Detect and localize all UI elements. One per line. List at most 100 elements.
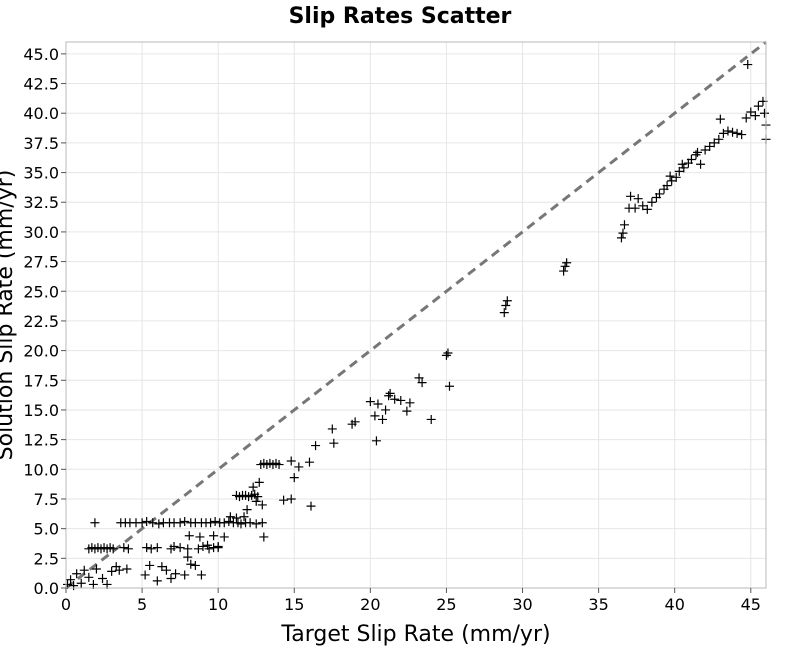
data-point [700, 145, 710, 155]
data-point [193, 544, 203, 554]
data-point [180, 517, 190, 527]
data-point [140, 570, 150, 580]
data-point [236, 519, 246, 529]
data-point [502, 296, 512, 306]
data-point [562, 258, 572, 268]
data-point [196, 570, 206, 580]
data-point [365, 397, 375, 407]
data-point [122, 564, 132, 574]
data-point [198, 541, 208, 551]
data-point [715, 114, 725, 124]
data-point [662, 181, 672, 191]
data-point [759, 108, 769, 118]
y-tick-label: 30.0 [23, 223, 59, 242]
y-tick-label: 20.0 [23, 342, 59, 361]
data-point [259, 532, 269, 542]
y-tick-label: 0.0 [34, 579, 59, 598]
data-point [107, 566, 117, 576]
data-point [225, 512, 235, 522]
data-point [371, 436, 381, 446]
data-point [633, 194, 643, 204]
data-point [686, 155, 696, 165]
data-point [254, 477, 264, 487]
data-point [84, 572, 94, 582]
data-point [630, 203, 640, 213]
data-point [239, 512, 249, 522]
data-point [443, 348, 453, 358]
x-tick-label: 35 [588, 595, 608, 614]
data-point [381, 405, 391, 415]
data-point [279, 495, 289, 505]
data-point [667, 176, 677, 186]
data-point [231, 513, 241, 523]
data-point [148, 518, 158, 528]
x-tick-label: 15 [284, 595, 304, 614]
y-tick-label: 27.5 [23, 253, 59, 272]
chart-title: Slip Rates Scatter [289, 4, 512, 29]
data-point [311, 441, 321, 451]
data-point [499, 308, 509, 318]
data-point [142, 517, 152, 527]
y-tick-label: 5.0 [34, 520, 59, 539]
y-tick-label: 7.5 [34, 490, 59, 509]
plot-border [65, 41, 767, 589]
data-point [444, 381, 454, 391]
data-point [90, 518, 100, 528]
data-point [166, 574, 176, 584]
data-point [171, 569, 181, 579]
data-point [145, 560, 155, 570]
data-point [152, 543, 162, 553]
data-point [665, 171, 675, 181]
x-tick-label: 25 [436, 595, 456, 614]
x-tick-label: 40 [665, 595, 685, 614]
data-point [671, 172, 681, 182]
data-point [753, 101, 763, 111]
data-point [119, 543, 129, 553]
y-axis-label: Solution Slip Rate (mm/yr) [0, 170, 18, 461]
data-point [728, 127, 738, 137]
data-point [257, 500, 267, 510]
data-point [693, 147, 703, 157]
y-tick-label: 10.0 [23, 460, 59, 479]
data-point [251, 496, 261, 506]
data-point [209, 531, 219, 541]
data-point [327, 424, 337, 434]
data-point [180, 570, 190, 580]
data-point [414, 373, 424, 383]
data-point [616, 233, 626, 243]
data-point [142, 543, 152, 553]
data-point [746, 107, 756, 117]
data-point [248, 482, 258, 492]
x-tick-label: 45 [741, 595, 761, 614]
x-tick-label: 30 [512, 595, 532, 614]
data-point [396, 395, 406, 405]
data-point [253, 492, 263, 502]
data-point [696, 159, 706, 169]
data-point [286, 456, 296, 466]
data-point [642, 204, 652, 214]
data-point [714, 134, 724, 144]
data-point [102, 579, 112, 589]
x-axis-label: Target Slip Rate (mm/yr) [280, 622, 550, 647]
data-point [705, 141, 715, 151]
data-point [245, 518, 255, 528]
data-point [373, 399, 383, 409]
data-point [91, 564, 101, 574]
data-point [619, 220, 629, 230]
data-point [206, 518, 216, 528]
y-tick-label: 22.5 [23, 312, 59, 331]
data-point [152, 576, 162, 586]
data-point [219, 532, 229, 542]
y-tick-label: 42.5 [23, 75, 59, 94]
data-point [294, 462, 304, 472]
plot-area: 0 5 10 15 20 25 30 35 40 45 0.0 2.5 5.0 7.5 10.0 12.5 15… [23, 40, 771, 614]
data-point [137, 518, 147, 528]
x-tick-label: 5 [137, 595, 147, 614]
data-point [723, 126, 733, 136]
data-point [190, 560, 200, 570]
data-point [257, 518, 267, 528]
y-tick-label: 37.5 [23, 134, 59, 153]
y-tick-label: 45.0 [23, 45, 59, 64]
data-point [384, 391, 394, 401]
